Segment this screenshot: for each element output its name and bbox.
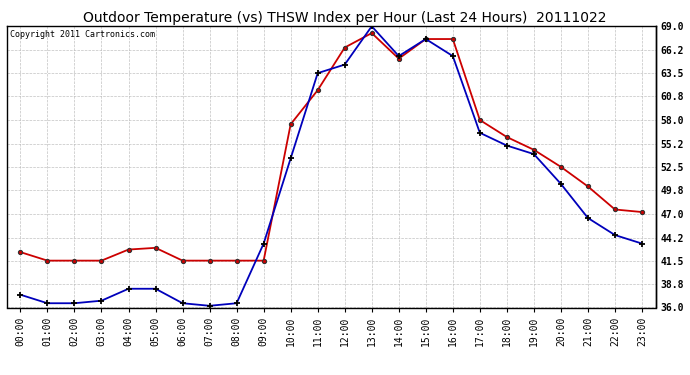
Text: Outdoor Temperature (vs) THSW Index per Hour (Last 24 Hours)  20111022: Outdoor Temperature (vs) THSW Index per … (83, 11, 607, 25)
Text: Copyright 2011 Cartronics.com: Copyright 2011 Cartronics.com (10, 30, 155, 39)
